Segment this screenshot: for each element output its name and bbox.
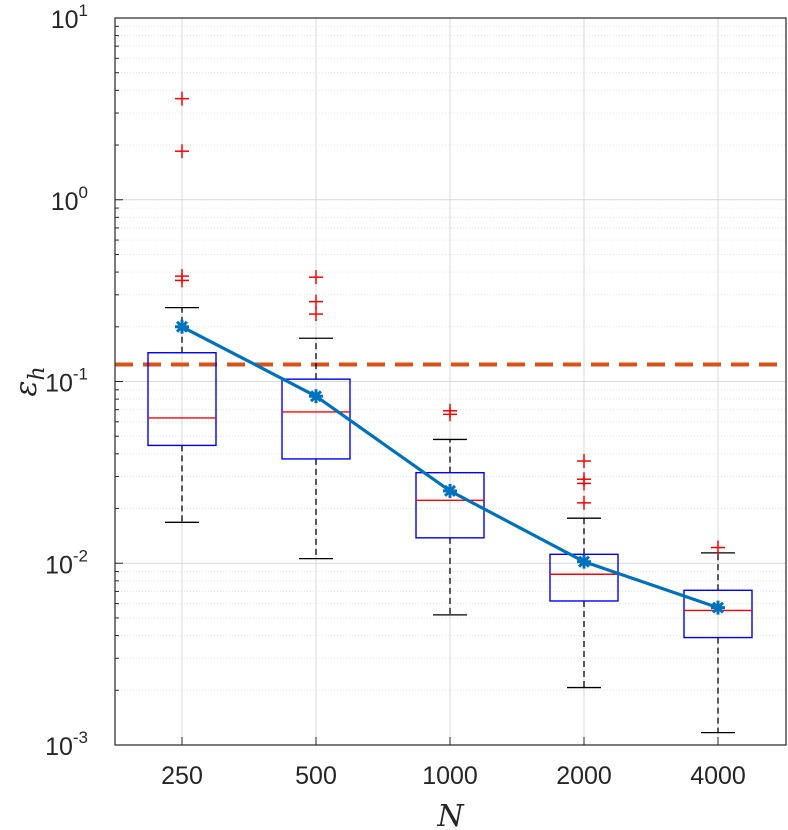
outlier-marker xyxy=(443,407,457,422)
y-tick-exponent: -2 xyxy=(73,546,88,565)
y-tick-label: 101 xyxy=(51,1,88,34)
x-tick-label: 4000 xyxy=(690,762,746,790)
mean-point xyxy=(309,389,323,404)
box-iqr xyxy=(549,553,619,602)
x-tick-label: 2000 xyxy=(556,762,612,790)
outlier-marker xyxy=(577,454,591,469)
box-iqr xyxy=(683,589,753,639)
y-axis-label-subscript: h xyxy=(25,366,50,380)
mean-point-stroke xyxy=(443,484,457,497)
mean-point xyxy=(175,319,189,334)
mean-point-stroke xyxy=(309,390,323,403)
outlier-marker xyxy=(175,91,189,106)
y-tick-exponent: 0 xyxy=(79,183,88,202)
outlier-marker xyxy=(711,540,725,555)
mean-point-stroke xyxy=(577,555,591,568)
box-1000 xyxy=(415,403,485,616)
y-tick-base: 10 xyxy=(45,551,73,579)
outlier-marker xyxy=(309,294,323,309)
x-tick-label: 250 xyxy=(161,762,203,790)
x-tick-label: 500 xyxy=(295,762,337,790)
x-axis-label: N xyxy=(436,799,465,830)
mean-point-stroke xyxy=(711,601,725,614)
y-axis-label-main: ε xyxy=(9,381,44,397)
y-tick-base: 10 xyxy=(45,733,73,761)
mean-point xyxy=(577,554,591,569)
box-iqr xyxy=(147,352,217,447)
box-4000 xyxy=(683,540,753,734)
mean-point-stroke xyxy=(175,320,189,333)
y-tick-label: 10-2 xyxy=(45,546,88,579)
y-tick-base: 10 xyxy=(51,188,79,216)
mean-point xyxy=(443,483,457,498)
mean-point xyxy=(711,600,725,615)
y-tick-exponent: -3 xyxy=(73,728,88,747)
y-tick-label: 10-1 xyxy=(45,365,88,398)
ticks xyxy=(115,17,719,746)
y-axis-label: εh xyxy=(9,366,50,396)
outlier-marker xyxy=(175,273,189,288)
boxes xyxy=(147,91,753,734)
box-iqr xyxy=(415,471,485,539)
box-2000 xyxy=(549,454,619,689)
y-tick-base: 10 xyxy=(45,370,73,398)
x-tick-labels: 250 500 1000 2000 4000 xyxy=(161,762,746,790)
x-tick-label: 1000 xyxy=(422,762,478,790)
outlier-marker xyxy=(309,307,323,322)
outlier-marker xyxy=(309,270,323,285)
mean-series xyxy=(175,319,725,615)
y-tick-base: 10 xyxy=(51,6,79,34)
y-tick-exponent: 1 xyxy=(79,1,88,20)
outlier-marker xyxy=(175,144,189,159)
y-tick-exponent: -1 xyxy=(73,365,88,384)
y-tick-label: 10-3 xyxy=(45,728,88,761)
y-tick-label: 100 xyxy=(51,183,88,216)
box-250 xyxy=(147,91,217,523)
outlier-marker xyxy=(577,476,591,491)
outlier-marker xyxy=(577,495,591,510)
